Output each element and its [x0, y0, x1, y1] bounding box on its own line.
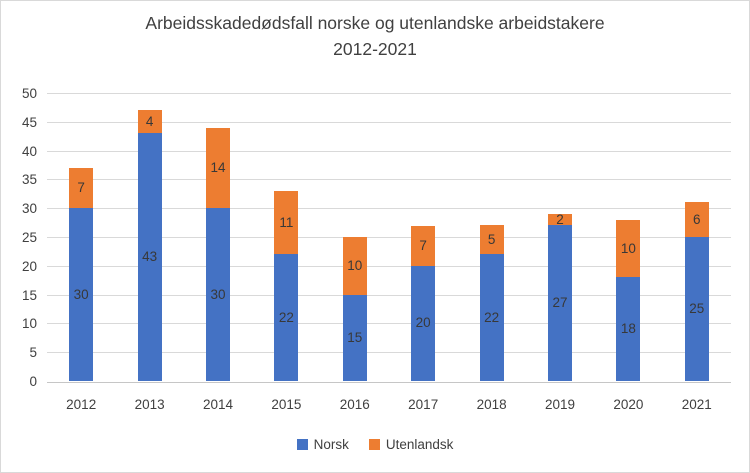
- bar-segment-norsk-2015: 22: [274, 254, 299, 381]
- x-tick-label-2017: 2017: [408, 397, 439, 412]
- data-label: 15: [347, 329, 363, 345]
- gridline: [47, 323, 731, 325]
- gridline: [47, 237, 731, 238]
- bar-segment-utenlandsk-2021: 6: [684, 202, 709, 237]
- bar-segment-utenlandsk-2013: 4: [137, 110, 162, 134]
- bar-segment-norsk-2019: 27: [548, 225, 572, 381]
- x-tick-label-2019: 2019: [544, 397, 576, 412]
- gridline: [47, 150, 731, 152]
- bar-segment-norsk-2012: 30: [69, 208, 94, 381]
- y-tick-label: 0: [29, 374, 37, 389]
- y-tick-label: 35: [21, 172, 37, 188]
- legend-item-utenlandsk: Utenlandsk: [368, 437, 454, 452]
- bar-2014: 30 14: [206, 127, 230, 381]
- data-label: 22: [278, 309, 294, 325]
- bar-segment-norsk-2017: 20: [411, 265, 436, 381]
- bar-segment-norsk-2013: 43: [137, 133, 162, 381]
- y-tick-label: 15: [21, 287, 37, 303]
- bar-segment-norsk-2016: 15: [342, 294, 367, 381]
- bar-segment-utenlandsk-2017: 7: [411, 225, 436, 266]
- y-tick-label: 20: [21, 258, 37, 274]
- gridline: [47, 294, 731, 296]
- bar-segment-norsk-2014: 30: [206, 208, 230, 381]
- gridline: [47, 179, 731, 181]
- x-tick-label-2018: 2018: [476, 397, 507, 412]
- bar-segment-utenlandsk-2015: 11: [274, 190, 299, 255]
- data-label: 5: [487, 231, 496, 247]
- bar-segment-norsk-2020: 18: [616, 277, 641, 381]
- bar-segment-norsk-2021: 25: [684, 237, 709, 381]
- bar-segment-utenlandsk-2018: 5: [479, 225, 504, 255]
- legend-label-norsk: Norsk: [313, 437, 349, 452]
- legend-swatch-utenlandsk-icon: [368, 439, 380, 450]
- y-tick-label: 40: [21, 143, 37, 159]
- y-tick-label: 25: [21, 230, 37, 245]
- x-tick-label-2021: 2021: [681, 397, 712, 412]
- x-tick-label-2015: 2015: [271, 397, 302, 412]
- data-label: 27: [552, 295, 568, 311]
- y-tick-label: 45: [21, 114, 37, 130]
- data-label: 10: [620, 240, 636, 256]
- y-tick-label: 5: [29, 345, 37, 361]
- y-axis-labels: 0 5 10 15 20 25 30 35 40 45 50: [1, 86, 37, 389]
- bar-segment-utenlandsk-2020: 10: [616, 219, 641, 278]
- x-axis-labels: 2012 2013 2014 2015 2016 2017 2018 2019 2020 2021: [47, 397, 731, 415]
- data-label: 25: [689, 301, 705, 316]
- gridline: [47, 93, 731, 94]
- gridline: [47, 208, 731, 210]
- chart-title-line1: Arbeidsskadedødsfall norske og utenlands…: [145, 13, 605, 33]
- y-tick-label: 50: [21, 86, 37, 101]
- x-axis-line: [47, 382, 731, 383]
- chart-title-line2: 2012-2021: [333, 39, 417, 59]
- legend-swatch-norsk-icon: [296, 439, 308, 450]
- data-label: 30: [210, 286, 226, 302]
- data-label: 2: [556, 211, 564, 227]
- data-label: 22: [484, 309, 500, 325]
- data-label: 7: [77, 180, 85, 196]
- data-label: 43: [142, 249, 158, 265]
- y-tick-label: 10: [21, 316, 37, 332]
- data-label: 30: [73, 286, 89, 302]
- legend-item-norsk: Norsk: [296, 437, 349, 452]
- legend: Norsk Utenlandsk: [1, 437, 749, 452]
- data-label: 6: [693, 211, 701, 227]
- x-tick-label-2014: 2014: [202, 397, 234, 412]
- legend-label-utenlandsk: Utenlandsk: [385, 437, 454, 452]
- x-tick-label-2020: 2020: [613, 397, 644, 412]
- data-label: 20: [415, 315, 431, 331]
- x-tick-label-2016: 2016: [339, 397, 370, 412]
- data-label: 18: [620, 321, 636, 337]
- bar-2018: 22 5: [479, 225, 504, 381]
- data-label: 14: [210, 159, 226, 175]
- bar-2012: 30 7: [69, 167, 94, 381]
- gridline: [47, 352, 731, 354]
- bar-2016: 15 10: [342, 237, 367, 381]
- bar-segment-utenlandsk-2012: 7: [69, 167, 94, 209]
- bar-segment-norsk-2018: 22: [479, 254, 504, 381]
- bar-2021: 25 6: [684, 202, 709, 381]
- x-tick-label-2012: 2012: [66, 397, 97, 412]
- data-label: 10: [347, 257, 363, 273]
- bar-2017: 20 7: [411, 225, 436, 381]
- bar-2020: 18 10: [616, 219, 641, 381]
- x-tick-label-2013: 2013: [134, 397, 165, 412]
- bar-segment-utenlandsk-2014: 14: [206, 127, 230, 209]
- data-label: 11: [279, 214, 294, 230]
- bar-2013: 43 4: [137, 110, 162, 381]
- gridline: [47, 121, 731, 123]
- gridline: [47, 265, 731, 267]
- data-label: 4: [145, 113, 154, 129]
- plot-area: 30 7 43 4 30 14 22 11 15 10 20 7 22 5 27 2 18 10 25 6: [47, 93, 731, 383]
- y-tick-label: 30: [21, 201, 37, 217]
- bar-2015: 22 11: [274, 190, 299, 381]
- data-label: 7: [419, 237, 427, 253]
- bar-segment-utenlandsk-2016: 10: [342, 237, 367, 295]
- bar-2019: 27 2: [548, 211, 572, 381]
- chart-title: Arbeidsskadedødsfall norske og utenlands…: [1, 10, 749, 62]
- bar-segment-utenlandsk-2019: 2: [548, 211, 572, 227]
